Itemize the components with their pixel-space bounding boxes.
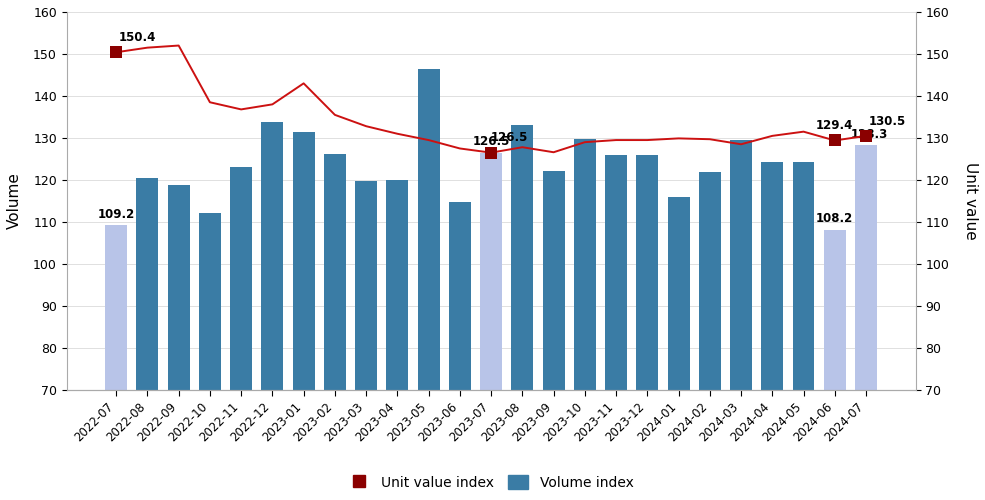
Bar xyxy=(199,213,221,390)
Bar xyxy=(699,172,721,390)
Text: 129.4: 129.4 xyxy=(816,119,853,132)
Bar xyxy=(293,132,314,390)
Bar xyxy=(167,186,189,390)
Bar xyxy=(668,197,690,390)
Text: 130.5: 130.5 xyxy=(869,114,906,128)
Bar xyxy=(730,140,752,390)
Text: 126.5: 126.5 xyxy=(492,132,529,144)
Bar xyxy=(137,178,159,390)
Bar xyxy=(418,68,439,390)
Bar xyxy=(324,154,346,390)
Bar xyxy=(386,180,409,390)
Bar xyxy=(480,152,502,390)
Bar xyxy=(511,124,533,390)
Bar xyxy=(605,155,627,390)
Bar xyxy=(543,171,564,390)
Y-axis label: Unit value: Unit value xyxy=(963,162,978,240)
Text: 128.3: 128.3 xyxy=(850,128,887,141)
Bar xyxy=(230,166,252,390)
Bar xyxy=(793,162,815,390)
Legend: Unit value index, Volume index: Unit value index, Volume index xyxy=(342,468,640,496)
Bar xyxy=(105,226,127,390)
Bar xyxy=(574,139,596,390)
Bar xyxy=(261,122,284,390)
Text: 150.4: 150.4 xyxy=(119,31,157,44)
Bar xyxy=(636,155,658,390)
Bar xyxy=(356,181,377,390)
Y-axis label: Volume: Volume xyxy=(7,172,22,230)
Text: 126.5: 126.5 xyxy=(473,136,510,148)
Bar xyxy=(449,202,471,390)
Bar xyxy=(823,230,846,390)
Bar xyxy=(855,145,877,390)
Text: 108.2: 108.2 xyxy=(817,212,853,226)
Bar xyxy=(761,162,783,390)
Text: 109.2: 109.2 xyxy=(98,208,135,221)
